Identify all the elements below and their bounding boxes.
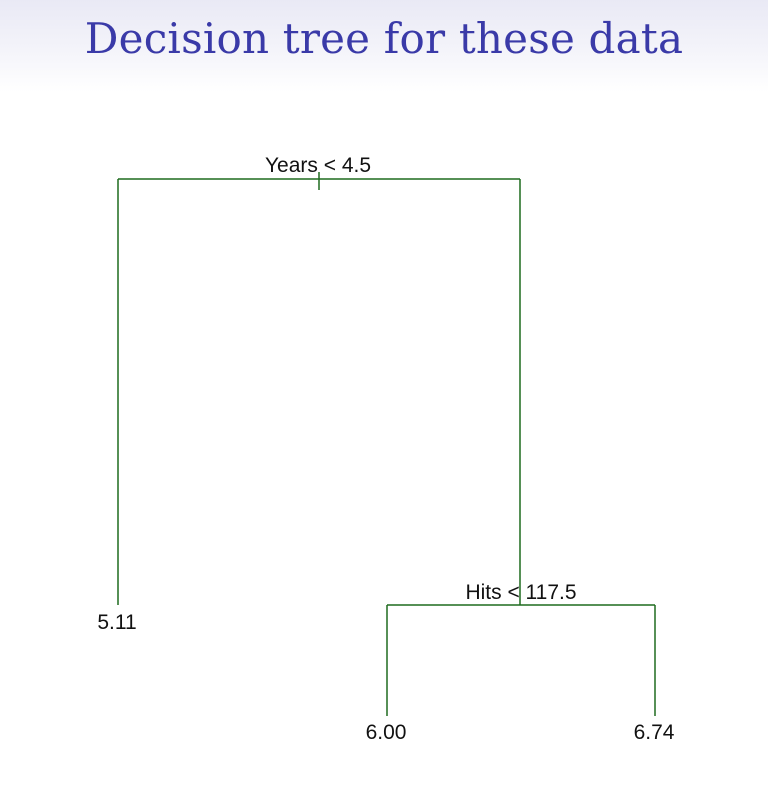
leaf-right-left-value: 6.00 [366, 721, 407, 744]
title-band [0, 0, 768, 92]
hits-split-label: Hits < 117.5 [465, 581, 576, 604]
leaf-right-right-value: 6.74 [634, 721, 675, 744]
slide-title: Decision tree for these data [84, 14, 684, 63]
root-split-label: Years < 4.5 [265, 154, 371, 177]
leaf-left-value: 5.11 [97, 611, 136, 634]
